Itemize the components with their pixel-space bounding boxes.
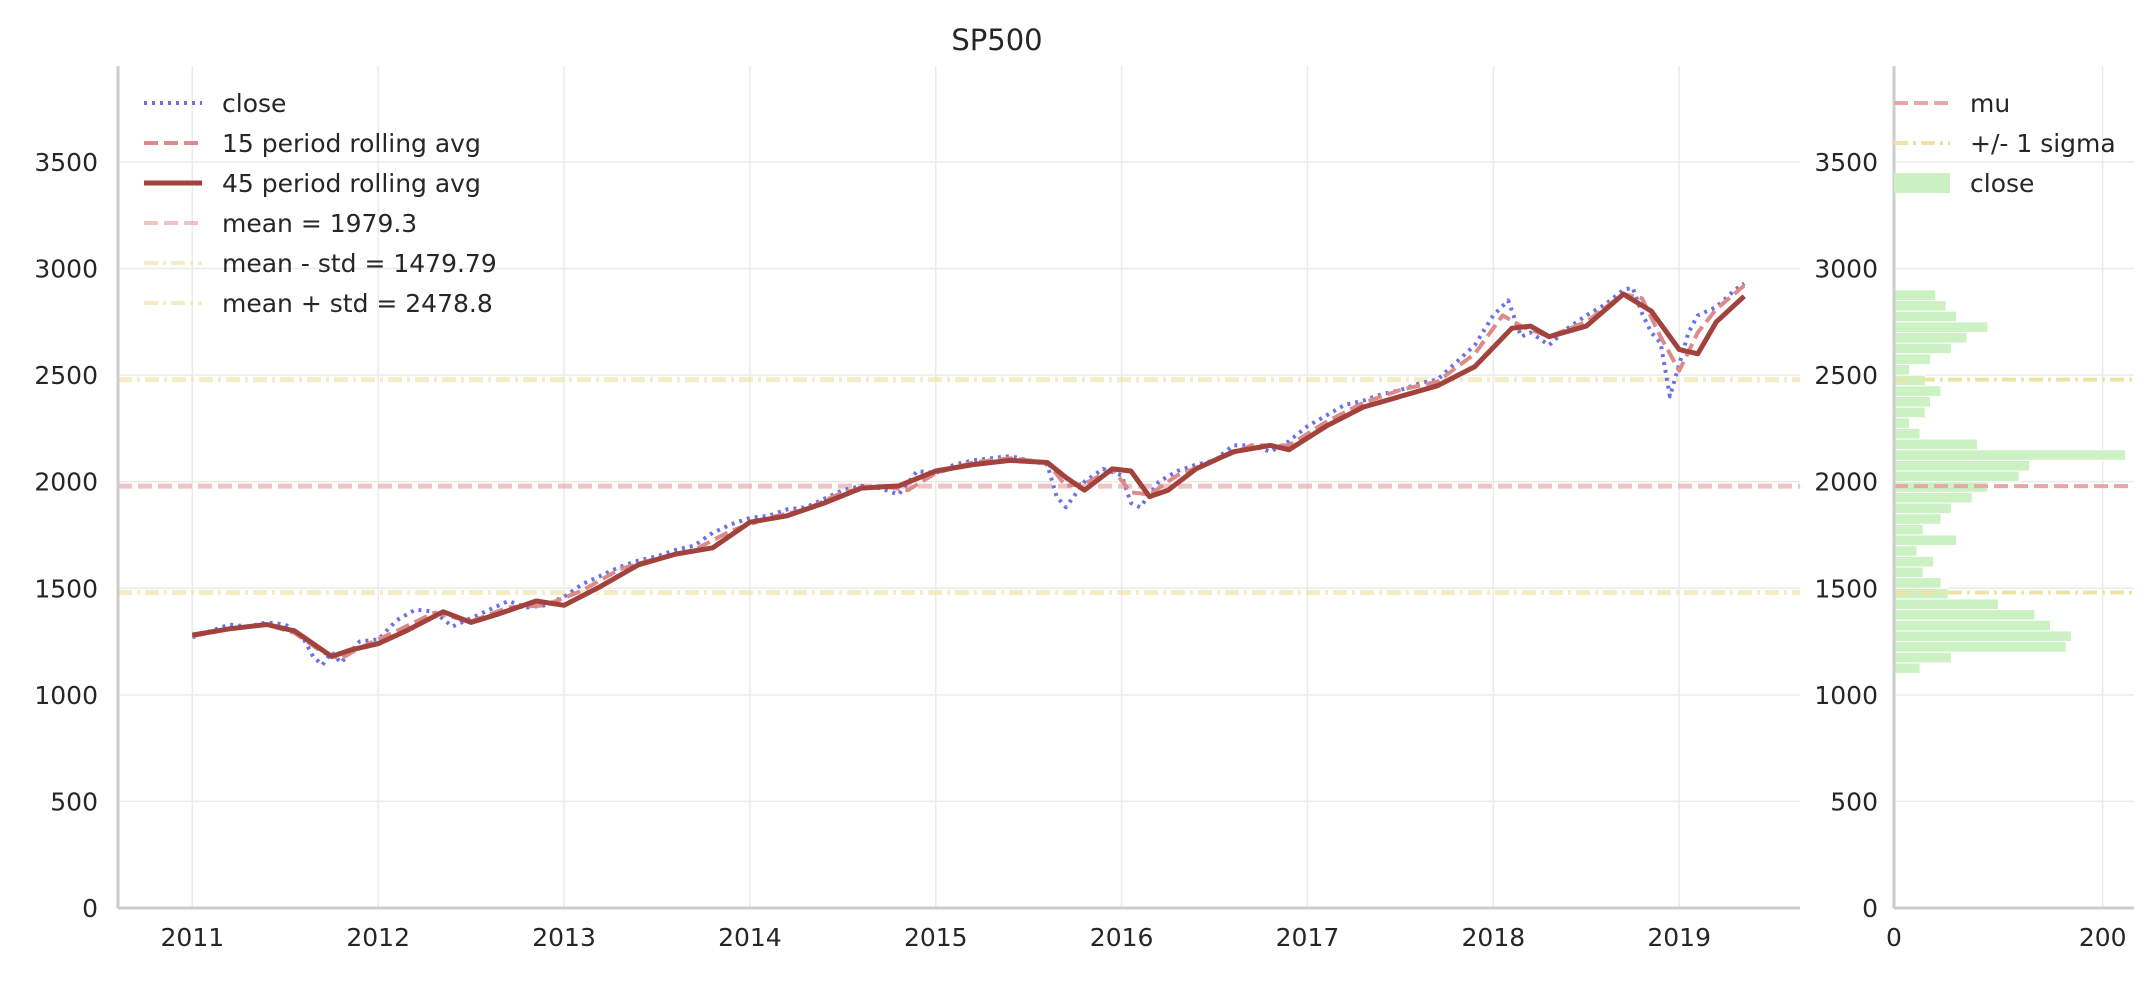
hist-bar: [1893, 289, 1937, 301]
hist-y-tick-label: 1500: [1814, 574, 1878, 603]
hist-bar: [1893, 438, 1978, 451]
hist-bar: [1893, 353, 1932, 365]
hist-legend-swatch: [1894, 173, 1950, 193]
hist-bar: [1893, 534, 1958, 547]
legend-label: 15 period rolling avg: [222, 129, 481, 158]
hist-bar: [1893, 598, 1999, 611]
hist-legend-label: +/- 1 sigma: [1970, 129, 2116, 158]
hist-bar: [1893, 630, 2072, 643]
hist-legend-label: mu: [1970, 89, 2010, 118]
x-tick-label: 2013: [532, 923, 596, 952]
hist-bar: [1893, 470, 2020, 483]
hist-bar: [1893, 342, 1952, 355]
y-tick-label: 1000: [34, 681, 98, 710]
hist-bar: [1893, 513, 1942, 525]
y-tick-label: 3500: [34, 148, 98, 177]
hist-y-tick-label: 2500: [1814, 361, 1878, 390]
main-plot: 0 500 1000 1500 2000 2500 3000 3500 2011 2012 2013…: [34, 66, 1800, 952]
hist-bar: [1893, 641, 2067, 653]
hist-bar: [1893, 619, 2052, 632]
hist-bar: [1893, 331, 1968, 344]
chart-title: SP500: [951, 23, 1042, 57]
hist-bar: [1893, 417, 1911, 429]
legend-label: mean = 1979.3: [222, 209, 417, 238]
hist-bar: [1893, 523, 1924, 536]
x-tick-label: 2019: [1647, 923, 1711, 952]
legend-label: 45 period rolling avg: [222, 169, 481, 198]
y-tick-label: 3000: [34, 255, 98, 284]
hist-y-tick-label: 500: [1830, 787, 1878, 816]
hist-bar: [1893, 385, 1942, 397]
series-line: [191, 284, 1746, 661]
y-tick-label: 500: [50, 787, 98, 816]
hist-bar: [1893, 545, 1918, 557]
histogram-legend: mu +/- 1 sigma close: [1894, 89, 2116, 198]
hist-bar: [1893, 449, 2127, 461]
hist-y-tick-label: 2000: [1814, 468, 1878, 497]
hist-bar: [1893, 555, 1935, 568]
hist-legend-label: close: [1970, 169, 2034, 198]
x-tick-label: 2017: [1276, 923, 1340, 952]
hist-bar: [1893, 566, 1924, 579]
main-legend: close 15 period rolling avg 45 period roll…: [144, 89, 497, 318]
hist-bar: [1893, 502, 1952, 515]
hist-bar: [1893, 662, 1921, 675]
hist-x-tick-label: 200: [2079, 923, 2127, 952]
y-tick-label: 0: [82, 894, 98, 923]
hist-bar: [1893, 395, 1932, 408]
series-line: [191, 281, 1746, 667]
hist-x-tick-label: 0: [1886, 923, 1902, 952]
legend-label: mean + std = 2478.8: [222, 289, 493, 318]
x-tick-label: 2011: [161, 923, 225, 952]
legend-label: close: [222, 89, 286, 118]
hist-bar: [1893, 363, 1911, 376]
x-tick-label: 2014: [718, 923, 782, 952]
legend-label: mean - std = 1479.79: [222, 249, 497, 278]
x-tick-label: 2015: [904, 923, 968, 952]
hist-bar: [1893, 321, 1989, 333]
hist-bar: [1893, 491, 1973, 504]
x-tick-label: 2012: [346, 923, 410, 952]
hist-y-tick-label: 3500: [1814, 148, 1878, 177]
hist-bar: [1893, 651, 1952, 664]
y-tick-label: 2500: [34, 361, 98, 390]
y-tick-label: 2000: [34, 468, 98, 497]
histogram-plot: 0 500 1000 1500 2000 2500 3000 3500 0 200: [1814, 66, 2134, 952]
x-tick-label: 2018: [1462, 923, 1526, 952]
series-line: [191, 291, 1746, 659]
hist-bar: [1893, 299, 1947, 312]
y-tick-label: 1500: [34, 574, 98, 603]
hist-bar: [1893, 310, 1958, 323]
hist-bar: [1893, 427, 1921, 440]
hist-bar: [1893, 406, 1926, 419]
hist-y-tick-label: 0: [1862, 894, 1878, 923]
hist-bar: [1893, 577, 1942, 589]
hist-bar: [1893, 609, 2036, 621]
x-tick-label: 2016: [1090, 923, 1154, 952]
hist-y-tick-label: 3000: [1814, 255, 1878, 284]
hist-y-tick-label: 1000: [1814, 681, 1878, 710]
hist-bar: [1893, 459, 2031, 472]
